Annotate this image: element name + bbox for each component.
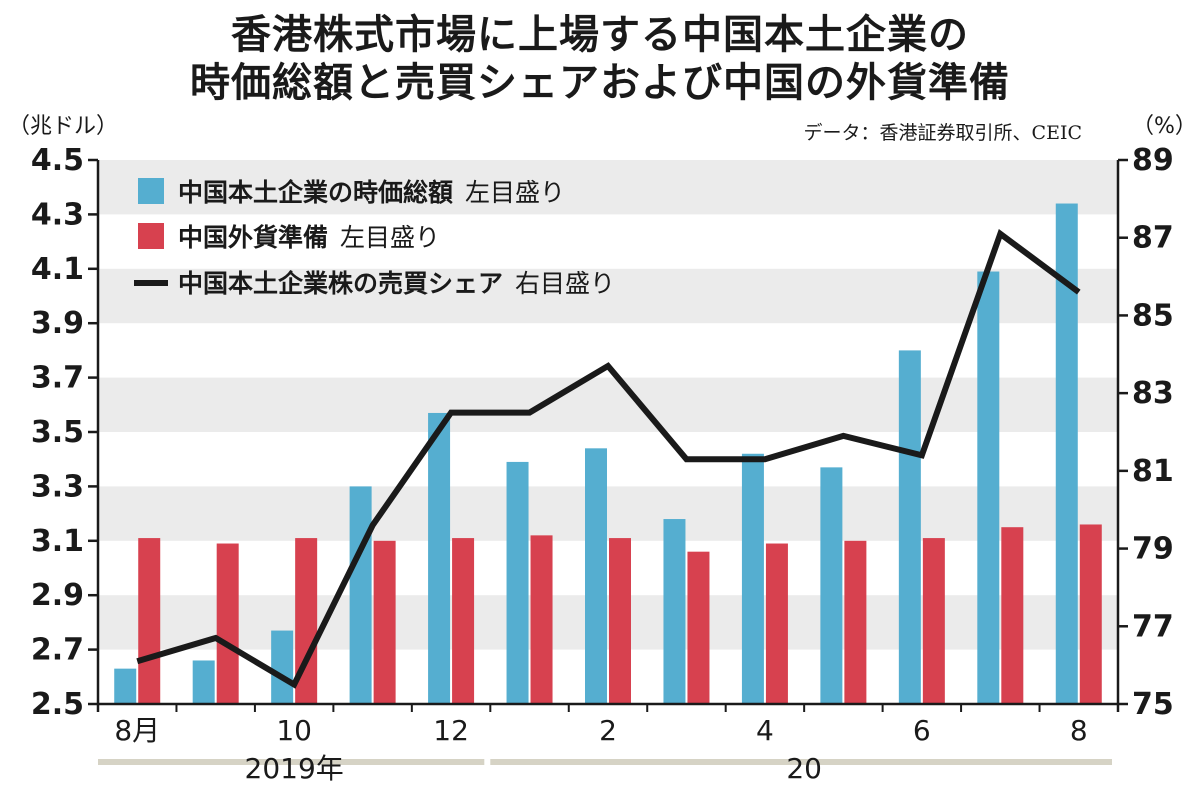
- bar-fx-reserves: [609, 538, 631, 704]
- bar-market-cap: [741, 453, 764, 704]
- grid-band: [98, 486, 1118, 541]
- left-tick-label: 3.5: [31, 415, 84, 450]
- left-tick-label: 3.1: [31, 524, 84, 559]
- right-tick-label: 77: [1132, 609, 1174, 644]
- x-tick-label: 10: [276, 714, 312, 747]
- year-label: 20: [786, 752, 822, 785]
- line-trading-share: [136, 228, 1081, 689]
- bar-market-cap: [1055, 203, 1078, 704]
- bar-fx-reserves: [138, 538, 161, 704]
- right-tick-label: 89: [1132, 143, 1174, 178]
- bar-market-cap: [898, 350, 921, 704]
- bar-market-cap: [428, 412, 451, 704]
- legend-axis-note: 左目盛り: [465, 178, 565, 207]
- legend-label: 中国本土企業株の売買シェア: [178, 269, 503, 298]
- bar-market-cap: [192, 660, 215, 704]
- bar-market-cap: [977, 271, 1000, 704]
- bar-fx-reserves: [216, 543, 239, 704]
- bar-fx-reserves: [1079, 524, 1102, 704]
- right-tick-label: 87: [1132, 221, 1174, 256]
- left-tick-label: 3.9: [31, 306, 84, 341]
- bar-market-cap: [820, 467, 843, 704]
- right-tick-label: 83: [1132, 376, 1174, 411]
- right-tick-label: 85: [1132, 298, 1174, 333]
- bar-market-cap: [349, 486, 372, 704]
- grid-band: [98, 160, 1118, 215]
- grid-band: [98, 595, 1118, 650]
- left-tick-label: 2.7: [31, 633, 84, 668]
- right-tick-label: 81: [1132, 454, 1174, 489]
- legend-swatch: [138, 223, 164, 249]
- left-tick-label: 4.5: [31, 143, 84, 178]
- bar-market-cap: [114, 668, 137, 704]
- grid-band: [98, 268, 1118, 324]
- right-tick-label: 75: [1132, 687, 1174, 722]
- bar-market-cap: [271, 630, 294, 704]
- source-note: データ：香港証券取引所、CEIC: [803, 122, 1082, 144]
- legend-label: 中国本土企業の時価総額: [178, 178, 453, 207]
- bar-fx-reserves: [1001, 527, 1024, 704]
- legend-axis-note: 左目盛り: [340, 223, 440, 252]
- x-tick-label: 6: [913, 714, 931, 747]
- bar-fx-reserves: [295, 538, 318, 704]
- legend-label: 中国外貨準備: [178, 223, 328, 252]
- bar-market-cap: [663, 519, 686, 704]
- legend-axis-note: 右目盛り: [515, 269, 615, 298]
- year-label: 2019年: [245, 752, 344, 785]
- bar-market-cap: [585, 448, 607, 704]
- right-tick-label: 79: [1132, 532, 1174, 567]
- legend-swatch: [138, 178, 164, 204]
- bar-fx-reserves: [530, 535, 553, 704]
- bar-fx-reserves: [452, 538, 475, 704]
- x-tick-label: 8: [1070, 714, 1088, 747]
- grid-band: [98, 377, 1118, 432]
- bar-fx-reserves: [687, 551, 710, 704]
- x-tick-label: 4: [756, 714, 774, 747]
- chart-title-line2: 時価総額と売買シェアおよび中国の外貨準備: [190, 60, 1010, 106]
- left-tick-label: 2.5: [31, 687, 84, 722]
- bar-fx-reserves: [373, 540, 396, 704]
- bar-fx-reserves: [844, 540, 867, 704]
- x-tick-label: 8月: [114, 714, 160, 747]
- left-axis-unit: （兆ドル）: [8, 114, 119, 139]
- x-tick-label: 2: [599, 714, 617, 747]
- left-tick-label: 3.7: [31, 361, 84, 396]
- bar-fx-reserves: [765, 543, 788, 704]
- left-tick-label: 4.3: [31, 197, 84, 232]
- bar-market-cap: [506, 461, 529, 704]
- chart-title-line1: 香港株式市場に上場する中国本土企業の: [231, 12, 969, 58]
- x-tick-label: 12: [433, 714, 469, 747]
- right-axis-unit: （%）: [1132, 114, 1197, 139]
- left-tick-label: 3.3: [31, 469, 84, 504]
- bar-fx-reserves: [922, 538, 945, 704]
- left-tick-label: 2.9: [31, 578, 84, 613]
- left-tick-label: 4.1: [31, 252, 84, 287]
